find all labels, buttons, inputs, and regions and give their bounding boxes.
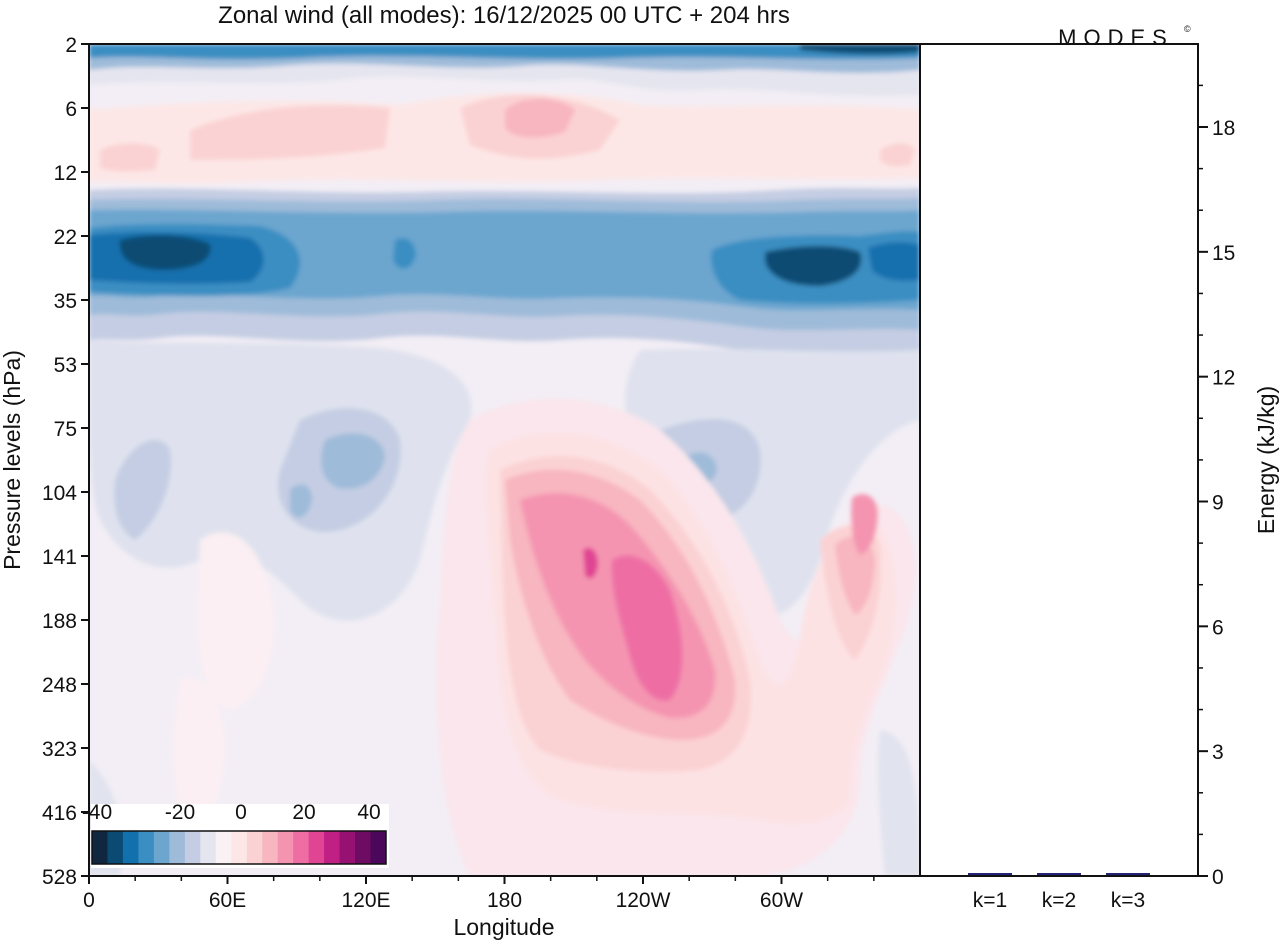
contour-top-easterly-2 <box>89 44 920 60</box>
contour-westerly-40w-2 <box>851 494 878 555</box>
contour-westerly-60e <box>197 532 274 710</box>
energy-tick-label: 9 <box>1212 492 1224 515</box>
colorbar-cell <box>324 831 341 864</box>
chart-title: Zonal wind (all modes): 16/12/2025 00 UT… <box>218 2 790 29</box>
energy-bar <box>1037 873 1081 875</box>
mode-tick-label: k=2 <box>1042 889 1076 912</box>
energy-tick-label: 6 <box>1212 616 1224 639</box>
colorbar-cell <box>355 831 372 864</box>
mode-axis: k=1 k=2 k=3 <box>973 889 1145 912</box>
pressure-tick-label: 323 <box>42 738 77 761</box>
energy-plot-frame <box>919 43 1199 877</box>
contour-subtropical-jet-6 <box>583 547 598 579</box>
colorbar-label: 0 <box>235 801 247 824</box>
zonal-wind-contour-plot: 2 6 12 22 35 53 75 104 141 188 248 323 416 528 Pressu… <box>0 34 921 940</box>
contour-westerly-60e-lower <box>173 677 225 835</box>
colorbar: -40 -20 0 20 40 <box>82 801 389 868</box>
colorbar-cell <box>262 831 279 864</box>
energy-tick-label: 18 <box>1212 117 1235 140</box>
colorbar-cell <box>122 831 139 864</box>
pressure-tick-label: 6 <box>65 98 77 121</box>
contour-easterly-jet-4b <box>765 246 862 286</box>
pressure-tick-label: 188 <box>42 610 77 633</box>
colorbar-label: 40 <box>357 801 380 824</box>
contour-easterly-trop-2b <box>114 440 171 540</box>
colorbar-cells <box>92 831 387 864</box>
energy-bars <box>968 873 1150 875</box>
pressure-tick-label: 104 <box>42 482 77 505</box>
energy-tick-label: 0 <box>1212 866 1224 889</box>
contour-top-easterly-3 <box>800 44 920 55</box>
longitude-tick-label: 60W <box>760 889 803 912</box>
contour-easterly-trop-1 <box>625 348 920 617</box>
pressure-tick-label: 75 <box>54 418 77 441</box>
pressure-tick-label: 141 <box>42 546 77 569</box>
pressure-tick-label: 35 <box>54 290 77 313</box>
longitude-tick-label: 0 <box>83 889 95 912</box>
colorbar-cell <box>169 831 186 864</box>
colorbar-frame <box>91 830 387 865</box>
pressure-tick-label: 22 <box>54 226 77 249</box>
energy-axis: 0 3 6 9 12 15 18 <box>1198 84 1235 889</box>
energy-axis-label: Energy (kJ/kg) <box>1253 386 1279 534</box>
pressure-tick-label: 416 <box>42 802 77 825</box>
contour-westerly-band-2 <box>505 98 575 138</box>
colorbar-labels: -40 -20 0 20 40 <box>82 801 381 824</box>
colorbar-cell <box>370 831 387 864</box>
colorbar-cell <box>231 831 248 864</box>
mode-tick-label: k=1 <box>973 889 1007 912</box>
longitude-tick-label: 120E <box>341 889 390 912</box>
pressure-tick-label: 12 <box>54 162 77 185</box>
energy-bar-chart: 0 3 6 9 12 15 18 k=1 k=2 k=3 Energy (kJ/kg) <box>919 43 1279 912</box>
pressure-tick-label: 248 <box>42 674 77 697</box>
colorbar-label: 20 <box>292 801 315 824</box>
contour-easterly-trop-3a <box>321 433 385 489</box>
colorbar-cell <box>215 831 232 864</box>
pressure-axis: 2 6 12 22 35 53 75 104 141 188 248 323 416 528 <box>42 34 89 889</box>
contour-easterly-jet-2 <box>89 209 920 311</box>
colorbar-cell <box>293 831 310 864</box>
logo-mark: © <box>1184 24 1191 34</box>
colorbar-cell <box>184 831 201 864</box>
colorbar-label: -40 <box>82 801 112 824</box>
energy-tick-label: 15 <box>1212 242 1235 265</box>
colorbar-cell <box>339 831 356 864</box>
contour-easterly-lowerright <box>877 730 920 876</box>
colorbar-cell <box>308 831 325 864</box>
colorbar-cell <box>107 831 124 864</box>
pressure-axis-label: Pressure levels (hPa) <box>0 350 25 570</box>
colorbar-cell <box>200 831 217 864</box>
pressure-tick-label: 53 <box>54 354 77 377</box>
contour-easterly-trop-3c <box>290 484 312 518</box>
pressure-tick-label: 2 <box>65 34 77 57</box>
longitude-tick-label: 60E <box>209 889 246 912</box>
longitude-axis: 0 60E 120E 180 120W 60W <box>83 876 875 912</box>
contour-westerly-band-1c <box>100 143 160 172</box>
colorbar-cell <box>277 831 294 864</box>
energy-tick-label: 12 <box>1212 367 1235 390</box>
colorbar-cell <box>92 831 108 864</box>
colorbar-cell <box>153 831 170 864</box>
contour-westerly-band-1a <box>190 105 390 160</box>
colorbar-label: -20 <box>165 801 195 824</box>
energy-bar <box>968 873 1012 875</box>
longitude-tick-label: 180 <box>487 889 522 912</box>
contour-easterly-jet-3c <box>393 238 416 269</box>
contour-easterly-jet-5 <box>119 235 211 270</box>
energy-bar <box>1106 873 1150 875</box>
longitude-axis-label: Longitude <box>453 914 554 940</box>
energy-tick-label: 3 <box>1212 741 1224 764</box>
colorbar-cell <box>246 831 263 864</box>
contour-westerly-band-1d <box>880 143 915 167</box>
contour-westerly-40w-1 <box>835 536 875 615</box>
colorbar-cell <box>138 831 155 864</box>
contour-subtropical-jet-5 <box>611 555 683 701</box>
contour-easterly-jet-4c <box>868 242 920 281</box>
pressure-tick-label: 528 <box>42 866 77 889</box>
mode-tick-label: k=3 <box>1111 889 1145 912</box>
longitude-tick-label: 120W <box>616 889 671 912</box>
